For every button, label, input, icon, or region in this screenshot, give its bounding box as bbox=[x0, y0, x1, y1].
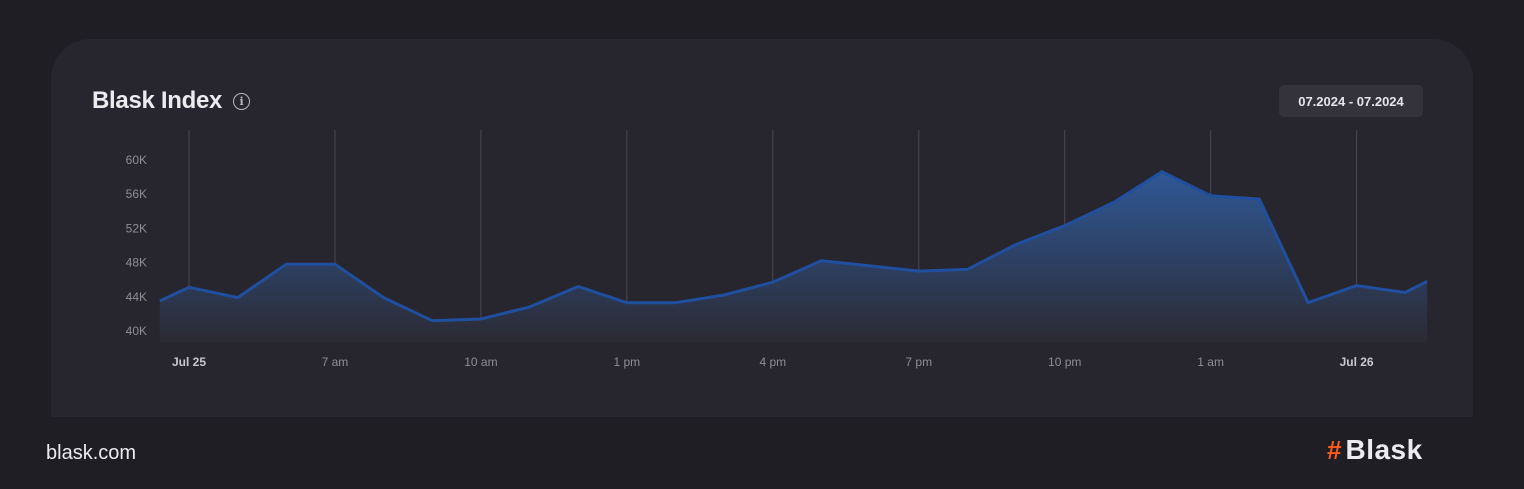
series-line bbox=[159, 170, 1428, 323]
x-tick-label-8: Jul 26 bbox=[1340, 355, 1374, 369]
brand-logo: # Blask bbox=[1327, 436, 1423, 464]
date-range-selector[interactable]: 07.2024 - 07.2024 bbox=[1279, 85, 1423, 117]
brand-hash-icon: # bbox=[1327, 435, 1342, 465]
y-tick-label-4: 56K bbox=[126, 187, 147, 201]
y-tick-label-0: 40K bbox=[126, 324, 147, 338]
x-tick-label-1: 7 am bbox=[322, 355, 349, 369]
chart-title: Blask Index bbox=[92, 87, 223, 114]
chart-header: Blask Index i bbox=[92, 87, 251, 115]
y-tick-label-3: 52K bbox=[126, 221, 147, 235]
series-area bbox=[159, 171, 1428, 343]
x-tick-label-2: 10 am bbox=[464, 355, 497, 369]
brand-name: Blask bbox=[1345, 434, 1423, 465]
x-tick-label-6: 10 pm bbox=[1048, 355, 1081, 369]
footer-url[interactable]: blask.com bbox=[46, 442, 137, 464]
x-tick-label-3: 1 pm bbox=[614, 355, 641, 369]
x-tick-label-4: 4 pm bbox=[759, 355, 786, 369]
x-tick-label-0: Jul 25 bbox=[172, 355, 206, 369]
y-tick-label-1: 44K bbox=[126, 290, 147, 304]
y-tick-label-2: 48K bbox=[126, 256, 147, 270]
x-tick-label-5: 7 pm bbox=[905, 355, 932, 369]
x-tick-label-7: 1 am bbox=[1197, 355, 1224, 369]
y-tick-label-5: 60K bbox=[126, 153, 147, 167]
info-icon[interactable]: i bbox=[233, 92, 251, 110]
